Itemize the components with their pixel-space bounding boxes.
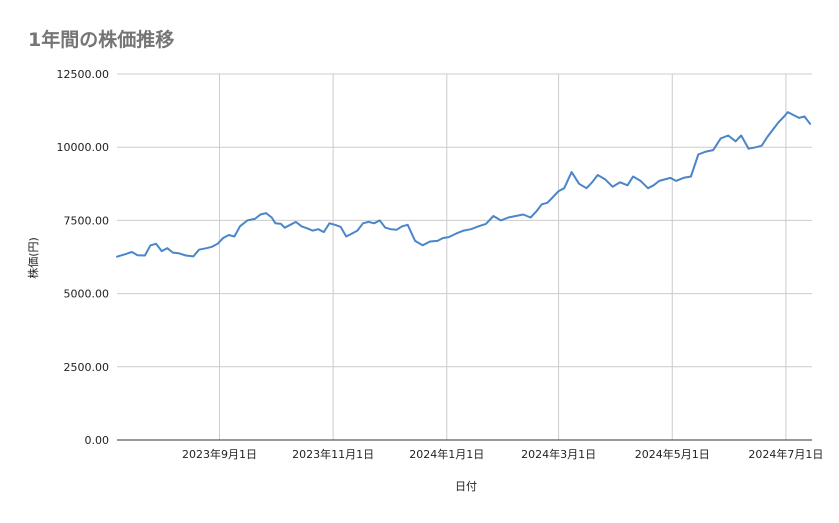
x-tick-label: 2024年5月1日 xyxy=(635,447,710,461)
series-layer xyxy=(116,111,812,258)
y-tick-label: 0.00 xyxy=(85,434,110,447)
x-tick-label: 2023年9月1日 xyxy=(182,447,257,461)
series-line xyxy=(116,111,812,258)
y-axis-ticks: 0.00 2500.00 5000.00 7500.00 10000.00 12500.0… xyxy=(57,68,110,447)
y-axis-label: 株価(円) xyxy=(26,237,40,279)
gridlines xyxy=(117,73,812,440)
x-tick-label: 2023年11月1日 xyxy=(292,447,374,461)
x-tick-label: 2024年7月1日 xyxy=(748,447,823,461)
x-axis-label: 日付 xyxy=(455,480,477,493)
x-tick-label: 2024年3月1日 xyxy=(521,447,596,461)
x-tick-label: 2024年1月1日 xyxy=(409,447,484,461)
y-tick-label: 10000.00 xyxy=(57,141,110,154)
chart-title: 1年間の株価推移 xyxy=(28,28,174,51)
x-axis-ticks: 2023年9月1日 2023年11月1日 2024年1月1日 2024年3月1日 202… xyxy=(182,447,823,461)
y-tick-label: 7500.00 xyxy=(64,214,110,227)
y-tick-label: 2500.00 xyxy=(64,361,110,374)
y-tick-label: 5000.00 xyxy=(64,288,110,301)
y-tick-label: 12500.00 xyxy=(57,68,110,81)
